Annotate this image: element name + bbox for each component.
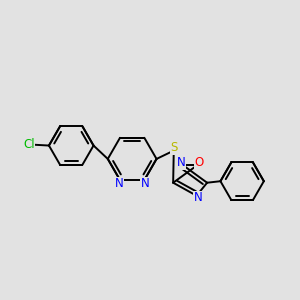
Text: N: N	[176, 156, 185, 169]
Text: O: O	[195, 156, 204, 169]
Text: N: N	[194, 191, 202, 204]
Text: N: N	[115, 177, 124, 190]
Text: S: S	[170, 141, 178, 154]
Text: N: N	[141, 177, 150, 190]
Text: Cl: Cl	[23, 138, 34, 151]
